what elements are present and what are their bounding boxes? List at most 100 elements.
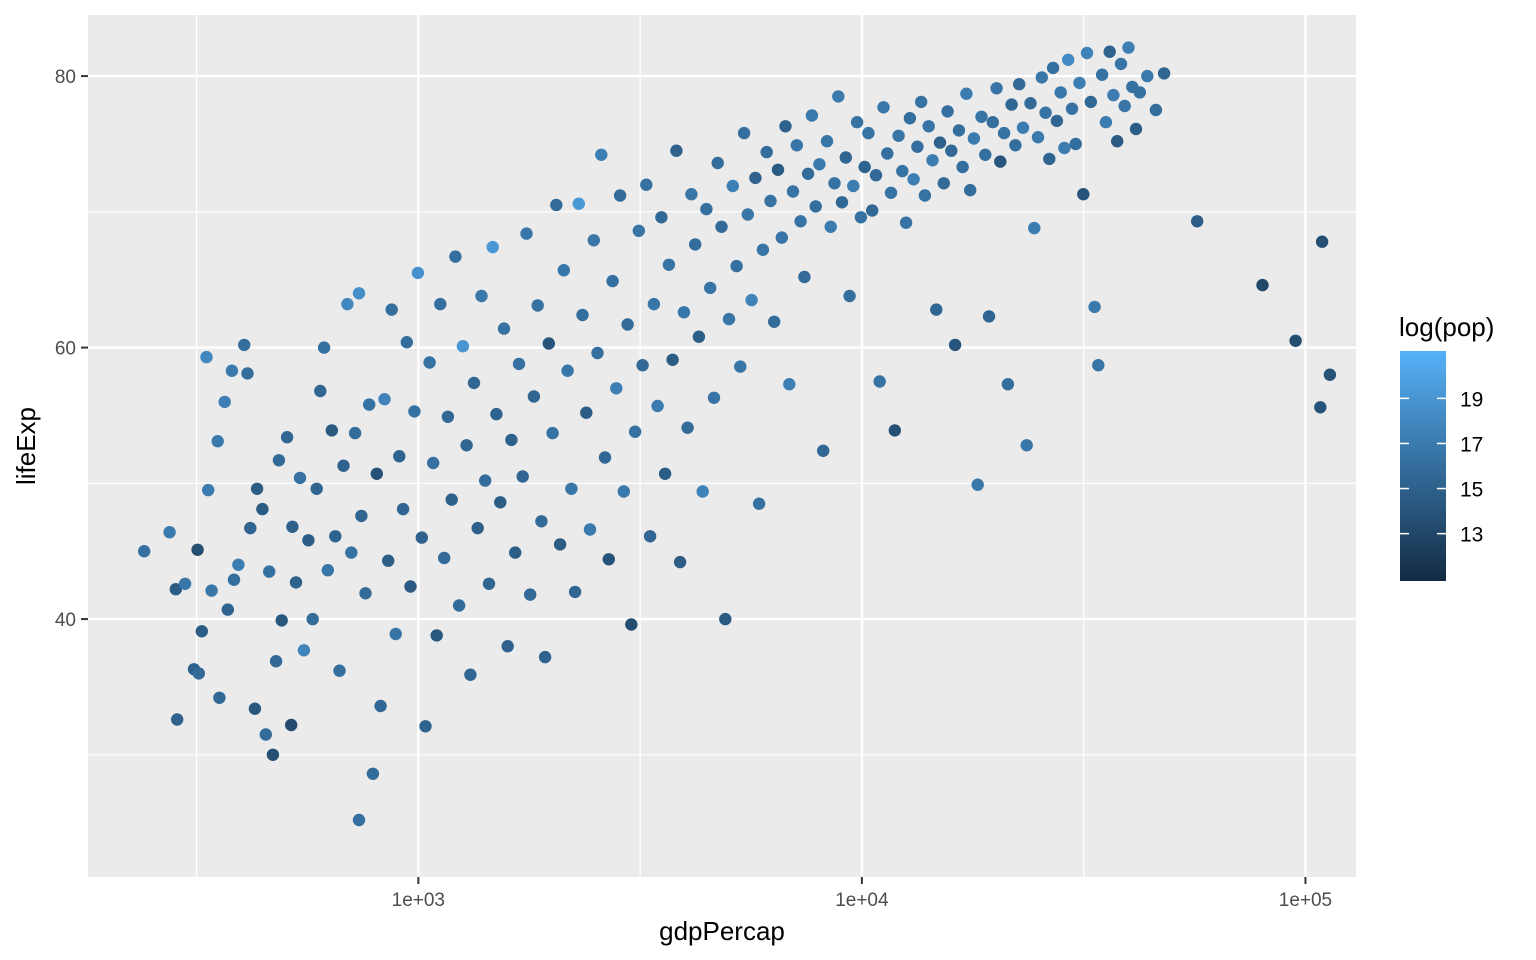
data-point-239 (1058, 141, 1071, 155)
legend-ticks: 13 15 17 19 (1400, 388, 1483, 547)
data-point-150 (722, 312, 736, 326)
data-point-223 (997, 126, 1011, 140)
data-point-80 (460, 439, 473, 452)
data-point-7 (192, 667, 205, 680)
data-point-210 (948, 338, 962, 352)
data-point-22 (248, 702, 262, 715)
data-point-174 (813, 158, 826, 171)
data-point-122 (617, 485, 630, 498)
data-point-89 (494, 496, 507, 509)
data-point-1 (163, 526, 176, 539)
data-point-258 (1129, 122, 1143, 136)
data-point-131 (651, 399, 664, 413)
data-point-167 (786, 185, 800, 198)
data-point-226 (1009, 139, 1022, 152)
data-point-133 (658, 467, 672, 480)
data-point-86 (482, 577, 496, 590)
data-point-69 (419, 720, 432, 733)
data-point-185 (854, 211, 868, 224)
data-point-3 (171, 713, 184, 726)
data-point-114 (587, 234, 600, 247)
data-point-191 (877, 101, 890, 114)
data-point-141 (689, 238, 702, 251)
data-point-170 (798, 270, 811, 284)
data-point-37 (302, 534, 315, 547)
data-point-228 (1016, 121, 1030, 134)
data-point-120 (610, 382, 623, 395)
data-point-173 (809, 200, 822, 213)
data-point-153 (734, 360, 747, 373)
data-point-127 (636, 359, 649, 372)
data-point-254 (1114, 57, 1128, 71)
data-point-189 (869, 169, 883, 182)
data-point-38 (306, 612, 319, 626)
data-point-24 (256, 502, 269, 516)
data-point-229 (1020, 439, 1033, 452)
data-point-132 (655, 211, 668, 224)
data-point-54 (363, 398, 376, 411)
legend-label-1: 15 (1460, 479, 1483, 502)
data-point-13 (213, 691, 226, 704)
data-point-197 (899, 216, 913, 229)
data-point-222 (994, 155, 1007, 168)
data-point-214 (964, 183, 977, 197)
data-point-90 (497, 322, 511, 335)
data-point-118 (602, 553, 615, 566)
data-point-93 (509, 546, 522, 559)
data-point-159 (756, 243, 770, 256)
data-point-260 (1141, 69, 1154, 83)
data-point-63 (396, 502, 410, 516)
data-point-216 (971, 478, 984, 491)
data-point-28 (269, 655, 283, 668)
data-point-83 (471, 521, 484, 535)
data-point-178 (828, 177, 841, 190)
data-point-51 (352, 813, 366, 827)
data-point-36 (297, 644, 311, 657)
data-point-221 (990, 82, 1003, 95)
data-point-6 (191, 543, 204, 556)
data-point-235 (1043, 152, 1056, 166)
data-point-225 (1005, 98, 1018, 111)
data-point-82 (467, 376, 481, 390)
data-point-230 (1024, 97, 1037, 110)
data-point-88 (490, 407, 503, 421)
data-point-237 (1050, 114, 1064, 128)
data-point-97 (524, 588, 537, 601)
data-point-250 (1099, 116, 1113, 129)
data-point-39 (310, 482, 323, 495)
data-point-151 (726, 179, 739, 193)
data-point-206 (933, 136, 947, 149)
data-point-18 (232, 558, 245, 571)
y-tick-label-2: 80 (55, 67, 76, 88)
data-point-233 (1035, 71, 1049, 84)
data-point-94 (512, 357, 526, 371)
data-point-262 (1157, 67, 1171, 80)
data-point-119 (606, 274, 619, 288)
data-point-76 (445, 493, 458, 506)
data-point-187 (862, 126, 875, 140)
data-point-176 (820, 135, 834, 148)
data-point-168 (790, 139, 803, 152)
data-point-241 (1065, 102, 1079, 115)
data-point-44 (329, 530, 342, 543)
data-point-212 (956, 160, 969, 174)
data-point-25 (259, 728, 272, 741)
data-point-0 (138, 545, 151, 558)
data-point-268 (1323, 368, 1337, 381)
data-point-112 (580, 406, 593, 419)
data-point-64 (400, 336, 413, 349)
data-point-217 (975, 110, 988, 124)
data-point-213 (960, 87, 973, 100)
data-point-207 (937, 177, 950, 190)
data-point-77 (449, 250, 462, 263)
data-point-70 (423, 356, 436, 369)
data-point-102 (542, 337, 555, 350)
data-point-180 (835, 196, 849, 209)
data-point-203 (922, 120, 935, 133)
data-point-252 (1107, 88, 1120, 102)
data-point-45 (333, 664, 346, 677)
data-point-27 (266, 748, 280, 761)
data-point-103 (546, 426, 559, 440)
data-point-95 (516, 470, 529, 483)
data-point-98 (527, 390, 541, 403)
